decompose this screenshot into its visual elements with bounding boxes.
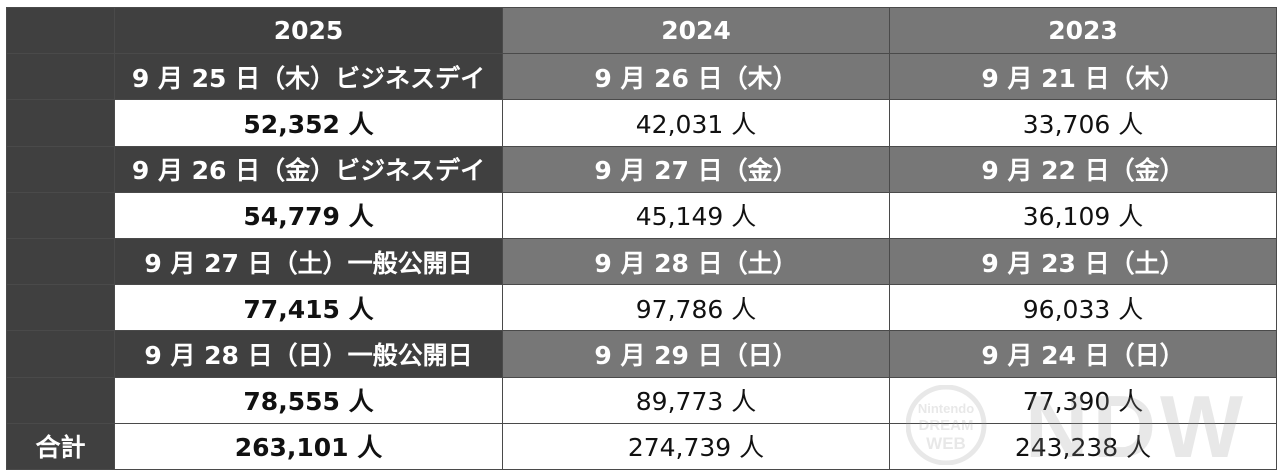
date-cell: 9 月 28 日（日）一般公開日 xyxy=(114,330,503,378)
attendance-row: 54,779 人 45,149 人 36,109 人 xyxy=(6,191,1277,239)
header-corner-cell xyxy=(6,6,115,55)
attendance-value-cell: 54,779 人 xyxy=(114,191,503,239)
total-value-cell: 263,101 人 xyxy=(114,422,503,471)
date-row: 9 月 28 日（日）一般公開日 9 月 29 日（日） 9 月 24 日（日） xyxy=(6,330,1277,378)
attendance-value-cell: 52,352 人 xyxy=(114,99,503,147)
row-label-cell xyxy=(6,99,115,147)
row-label-cell xyxy=(6,191,115,239)
attendance-value-cell: 78,555 人 xyxy=(114,376,503,424)
attendance-value-cell: 33,706 人 xyxy=(889,99,1277,147)
row-label-cell xyxy=(6,330,115,378)
total-label-cell: 合計 xyxy=(6,422,115,471)
row-label-cell xyxy=(6,284,115,332)
date-cell: 9 月 26 日（木） xyxy=(502,53,890,101)
attendance-row: 78,555 人 89,773 人 77,390 人 xyxy=(6,376,1277,424)
date-cell: 9 月 21 日（木） xyxy=(889,53,1277,101)
attendance-table-body: 2025 2024 2023 9 月 25 日（木）ビジネスデイ 9 月 26 日… xyxy=(6,6,1277,471)
header-year-2025: 2025 xyxy=(114,6,503,55)
date-row: 9 月 25 日（木）ビジネスデイ 9 月 26 日（木） 9 月 21 日（木） xyxy=(6,53,1277,101)
date-cell: 9 月 22 日（金） xyxy=(889,145,1277,193)
row-label-cell xyxy=(6,145,115,193)
row-label-cell xyxy=(6,237,115,286)
attendance-value-cell: 97,786 人 xyxy=(502,284,890,332)
date-cell: 9 月 28 日（土） xyxy=(502,237,890,286)
attendance-value-cell: 77,390 人 xyxy=(889,376,1277,424)
date-cell: 9 月 27 日（土）一般公開日 xyxy=(114,237,503,286)
total-value-cell: 274,739 人 xyxy=(502,422,890,471)
attendance-table: 2025 2024 2023 9 月 25 日（木）ビジネスデイ 9 月 26 日… xyxy=(6,6,1277,471)
date-cell: 9 月 24 日（日） xyxy=(889,330,1277,378)
attendance-value-cell: 45,149 人 xyxy=(502,191,890,239)
date-row: 9 月 26 日（金）ビジネスデイ 9 月 27 日（金） 9 月 22 日（金） xyxy=(6,145,1277,193)
attendance-value-cell: 77,415 人 xyxy=(114,284,503,332)
date-row: 9 月 27 日（土）一般公開日 9 月 28 日（土） 9 月 23 日（土） xyxy=(6,237,1277,286)
date-cell: 9 月 25 日（木）ビジネスデイ xyxy=(114,53,503,101)
header-row: 2025 2024 2023 xyxy=(6,6,1277,55)
date-cell: 9 月 27 日（金） xyxy=(502,145,890,193)
total-row: 合計 263,101 人 274,739 人 243,238 人 xyxy=(6,422,1277,471)
attendance-row: 52,352 人 42,031 人 33,706 人 xyxy=(6,99,1277,147)
row-label-cell xyxy=(6,53,115,101)
attendance-table-container: 2025 2024 2023 9 月 25 日（木）ビジネスデイ 9 月 26 日… xyxy=(6,6,1277,471)
row-label-cell xyxy=(6,376,115,424)
attendance-value-cell: 36,109 人 xyxy=(889,191,1277,239)
attendance-row: 77,415 人 97,786 人 96,033 人 xyxy=(6,284,1277,332)
total-value-cell: 243,238 人 xyxy=(889,422,1277,471)
date-cell: 9 月 29 日（日） xyxy=(502,330,890,378)
attendance-value-cell: 89,773 人 xyxy=(502,376,890,424)
header-year-2024: 2024 xyxy=(502,6,890,55)
attendance-value-cell: 42,031 人 xyxy=(502,99,890,147)
date-cell: 9 月 23 日（土） xyxy=(889,237,1277,286)
header-year-2023: 2023 xyxy=(889,6,1277,55)
date-cell: 9 月 26 日（金）ビジネスデイ xyxy=(114,145,503,193)
attendance-value-cell: 96,033 人 xyxy=(889,284,1277,332)
